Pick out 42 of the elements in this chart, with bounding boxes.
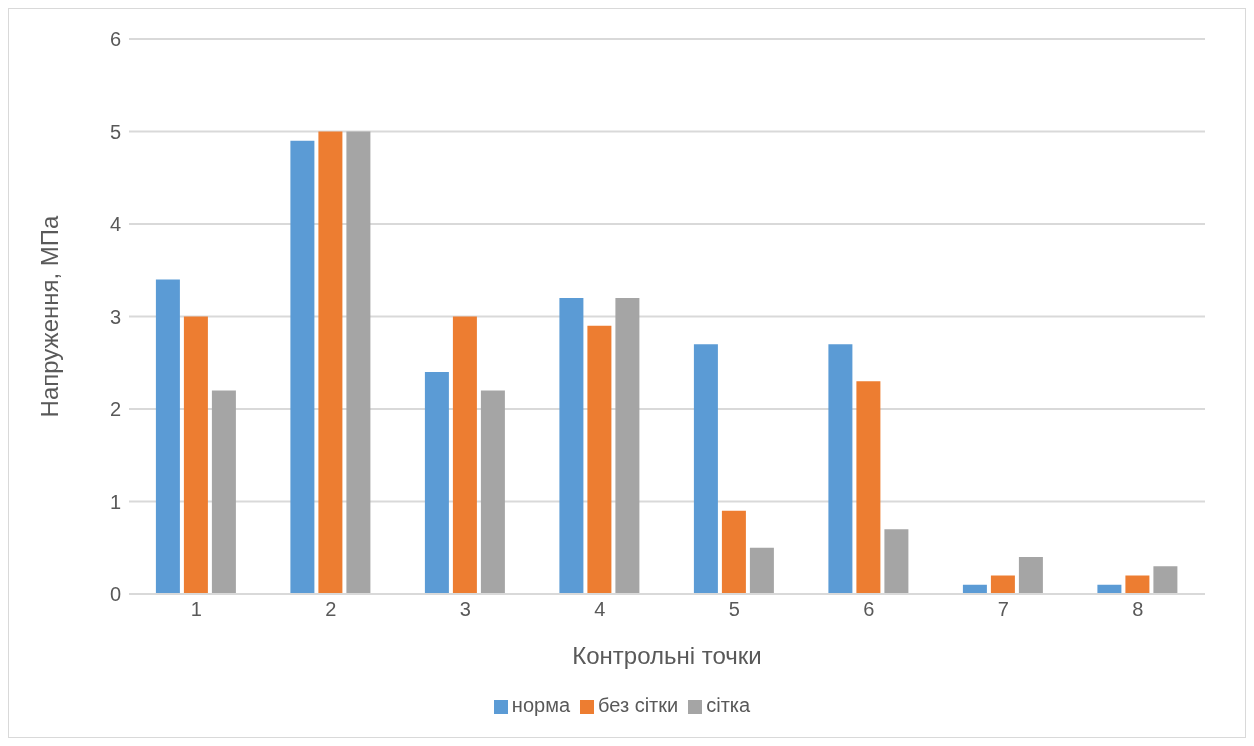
x-tick-label: 7: [997, 598, 1009, 621]
bar: [183, 316, 208, 594]
y-tick-label: 1: [109, 490, 121, 513]
bar: [587, 325, 612, 594]
bar: [480, 390, 505, 594]
x-tick-label: 2: [325, 598, 337, 621]
bar: [1153, 566, 1178, 594]
bar: [990, 575, 1015, 594]
x-tick-label: 1: [190, 598, 202, 621]
x-tick-label: 6: [863, 598, 875, 621]
x-tick-label: 3: [459, 598, 471, 621]
x-tick-label: 4: [594, 598, 606, 621]
y-tick-label: 6: [109, 28, 121, 51]
bar: [1018, 557, 1043, 594]
y-tick-label: 2: [109, 398, 121, 421]
bar: [856, 381, 881, 594]
y-axis-title: Напруження, МПа: [35, 214, 63, 418]
bar: [155, 279, 180, 594]
bar: [693, 344, 718, 594]
legend-label: норма: [511, 694, 571, 716]
x-axis-title: Контрольні точки: [572, 642, 762, 669]
bar: [1125, 575, 1150, 594]
y-tick-label: 3: [109, 305, 121, 328]
legend-label: сітка: [706, 694, 751, 716]
bar: [452, 316, 477, 594]
bar: [559, 298, 584, 594]
bar: [749, 547, 774, 594]
bar: [318, 131, 343, 594]
bar: [884, 529, 909, 594]
bar: [290, 140, 315, 594]
bar: [346, 131, 371, 594]
x-tick-label: 5: [728, 598, 740, 621]
y-tick-label: 0: [109, 583, 121, 606]
bar: [424, 372, 449, 594]
bar: [211, 390, 236, 594]
y-tick-label: 5: [109, 120, 121, 143]
bar: [615, 298, 640, 594]
bar: [721, 510, 746, 594]
x-tick-label: 8: [1132, 598, 1144, 621]
legend-label: без сітки: [598, 694, 679, 716]
bar: [828, 344, 853, 594]
y-tick-label: 4: [109, 213, 121, 236]
